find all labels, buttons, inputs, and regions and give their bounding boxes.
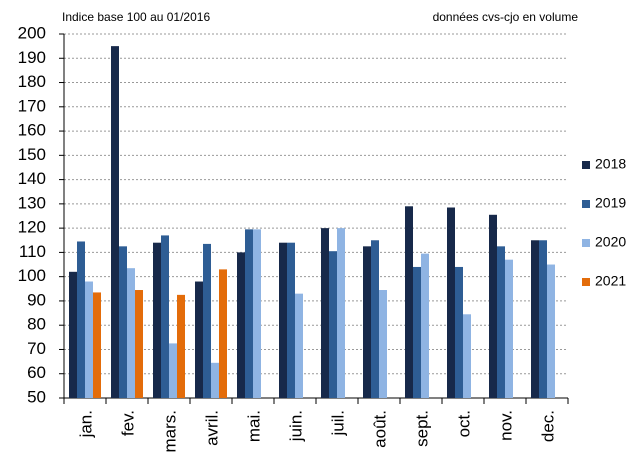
bar <box>329 251 337 398</box>
bar <box>153 242 161 398</box>
bar <box>539 240 547 398</box>
y-tick-label: 130 <box>18 193 46 212</box>
x-tick-label: fev. <box>118 410 137 436</box>
bar <box>497 246 505 398</box>
chart-subtitle: Indice base 100 au 01/2016 <box>62 10 210 24</box>
y-tick-label: 140 <box>18 169 46 188</box>
y-tick-label: 160 <box>18 121 46 140</box>
bar <box>379 290 387 398</box>
bar <box>363 246 371 398</box>
bar <box>237 252 245 398</box>
y-tick-label: 180 <box>18 72 46 91</box>
legend-label: 2019 <box>595 195 626 211</box>
x-tick-label: juil. <box>328 410 347 437</box>
bar <box>127 268 135 398</box>
legend-swatch <box>582 161 590 169</box>
legend-label: 2018 <box>595 156 626 172</box>
bar <box>161 235 169 398</box>
bar <box>505 259 513 398</box>
x-tick-label: oct. <box>454 410 473 437</box>
bar <box>111 46 119 399</box>
bar <box>169 343 177 398</box>
bar <box>119 246 127 398</box>
bar <box>337 228 345 398</box>
bar <box>547 264 555 398</box>
bar <box>253 229 261 398</box>
legend-swatch <box>582 278 590 286</box>
y-tick-label: 100 <box>18 266 46 285</box>
x-tick-label: juin. <box>286 410 305 442</box>
y-tick-label: 110 <box>19 242 46 261</box>
bar <box>405 206 413 398</box>
bar <box>279 242 287 398</box>
bar <box>489 214 497 398</box>
bar <box>421 253 429 398</box>
x-tick-label: nov. <box>496 410 515 441</box>
bar <box>321 228 329 398</box>
bar <box>211 362 219 398</box>
bar <box>245 229 253 398</box>
bar <box>77 241 85 398</box>
bar <box>177 294 185 398</box>
legend-swatch <box>582 239 590 247</box>
bar <box>93 292 101 398</box>
y-tick-label: 200 <box>18 23 46 42</box>
bar <box>531 240 539 398</box>
y-tick-label: 190 <box>18 48 46 67</box>
x-tick-label: jan. <box>76 410 95 438</box>
x-tick-label: dec. <box>538 410 557 442</box>
bar <box>455 266 463 398</box>
x-tick-label: avril. <box>202 410 221 446</box>
bar <box>195 281 203 398</box>
bar <box>295 293 303 398</box>
y-tick-label: 90 <box>27 290 46 309</box>
y-tick-label: 80 <box>27 315 46 334</box>
bar <box>413 266 421 398</box>
y-tick-label: 60 <box>27 363 46 382</box>
x-tick-label: sept. <box>412 410 431 447</box>
legend-label: 2020 <box>595 234 626 250</box>
legend-label: 2021 <box>595 273 626 289</box>
bar <box>85 281 93 398</box>
legend-swatch <box>582 200 590 208</box>
y-tick-label: 150 <box>18 145 46 164</box>
annotation: données cvs-cjo en volume <box>433 10 579 24</box>
x-tick-label: août. <box>370 410 389 448</box>
bar <box>69 271 77 398</box>
bar <box>463 314 471 398</box>
y-tick-label: 120 <box>18 218 46 237</box>
bar <box>219 269 227 398</box>
y-tick-label: 170 <box>18 96 46 115</box>
bar <box>135 290 143 398</box>
bar <box>447 207 455 398</box>
bar <box>371 240 379 398</box>
y-tick-label: 70 <box>27 339 46 358</box>
x-tick-label: mars. <box>160 410 179 453</box>
bar <box>287 242 295 398</box>
x-tick-label: mai. <box>244 410 263 442</box>
y-tick-label: 50 <box>27 387 46 406</box>
bar <box>203 243 211 398</box>
